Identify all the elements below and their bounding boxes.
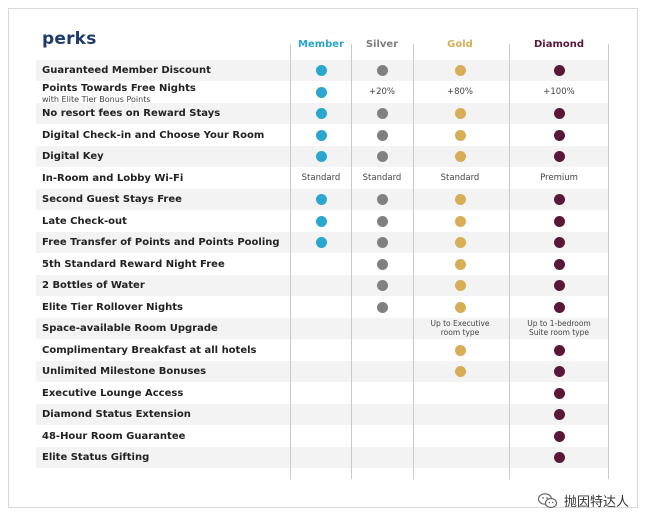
perk-label: 2 Bottles of Water	[42, 280, 145, 291]
check-dot-silver	[376, 215, 388, 227]
check-dot-diamond	[553, 280, 565, 291]
check-dot-diamond	[553, 129, 565, 141]
check-dot-member	[315, 237, 327, 248]
check-dot-gold	[454, 108, 466, 119]
perk-label: Free Transfer of Points and Points Pooli…	[42, 237, 280, 248]
check-dot-diamond	[553, 387, 565, 399]
perk-label: Elite Tier Rollover Nights	[42, 301, 183, 313]
check-dot-diamond	[553, 409, 565, 420]
check-dot-diamond	[553, 151, 565, 162]
check-dot-member	[315, 215, 327, 227]
check-dot-gold	[454, 129, 466, 141]
check-dot-member	[315, 194, 327, 205]
table-row	[36, 318, 608, 339]
check-dot-silver	[376, 108, 388, 119]
perk-sublabel: with Elite Tier Bonus Points	[42, 94, 151, 104]
check-dot-diamond	[553, 215, 565, 227]
watermark: 抛因特达人	[537, 491, 629, 510]
check-dot-silver	[376, 65, 388, 76]
column-divider	[608, 44, 609, 479]
cell-value-gold: +80%	[446, 86, 473, 97]
perk-label: Digital Key	[42, 151, 104, 162]
cell-value-diamond: Premium	[540, 172, 578, 183]
perk-label: Diamond Status Extension	[42, 409, 191, 420]
check-dot-silver	[376, 237, 388, 248]
check-dot-gold	[454, 215, 466, 227]
perk-label: Executive Lounge Access	[42, 387, 184, 399]
check-dot-diamond	[553, 430, 565, 442]
check-dot-member	[315, 108, 327, 119]
check-dot-diamond	[553, 301, 565, 313]
column-divider	[509, 44, 510, 479]
perk-label: Digital Check-in and Choose Your Room	[42, 129, 265, 141]
cell-value-silver: Standard	[362, 172, 402, 183]
check-dot-member	[315, 129, 327, 141]
check-dot-diamond	[553, 194, 565, 205]
check-dot-gold	[454, 151, 466, 162]
perk-label: 48-Hour Room Guarantee	[42, 430, 186, 442]
check-dot-member	[315, 65, 327, 76]
cell-value-member: Standard	[301, 172, 341, 183]
check-dot-member	[315, 86, 327, 98]
table-row	[36, 361, 608, 382]
check-dot-gold	[454, 258, 466, 270]
column-header-member: Member	[297, 39, 345, 50]
column-header-diamond: Diamond	[533, 39, 585, 50]
check-dot-silver	[376, 280, 388, 291]
table-row	[36, 404, 608, 425]
cell-value-gold: Up to Executive room type	[430, 319, 490, 337]
check-dot-gold	[454, 237, 466, 248]
perk-label: Guaranteed Member Discount	[42, 65, 211, 76]
check-dot-member	[315, 151, 327, 162]
watermark-text: 抛因特达人	[563, 495, 629, 510]
check-dot-diamond	[553, 344, 565, 356]
check-dot-gold	[454, 194, 466, 205]
column-divider	[290, 44, 291, 479]
perk-label: Late Check-out	[42, 215, 127, 227]
perk-label: In-Room and Lobby Wi-Fi	[42, 172, 184, 184]
perk-label: Space-available Room Upgrade	[42, 323, 218, 334]
perk-label: Points Towards Free Nights	[42, 82, 196, 94]
cell-value-gold: Standard	[440, 172, 480, 183]
check-dot-silver	[376, 194, 388, 205]
column-divider	[351, 44, 352, 479]
perk-label: Unlimited Milestone Bonuses	[42, 366, 207, 377]
cell-value-diamond: Up to 1-bedroom Suite room type	[527, 319, 591, 337]
cell-value-silver: +20%	[368, 86, 395, 97]
check-dot-diamond	[553, 366, 565, 377]
check-dot-silver	[376, 129, 388, 141]
column-header-silver: Silver	[365, 39, 399, 50]
column-divider	[413, 44, 414, 479]
check-dot-gold	[454, 301, 466, 313]
wechat-icon	[537, 492, 558, 509]
perk-label: Complimentary Breakfast at all hotels	[42, 344, 257, 356]
page-title: perks	[42, 29, 97, 49]
check-dot-gold	[454, 280, 466, 291]
check-dot-diamond	[553, 237, 565, 248]
check-dot-gold	[454, 65, 466, 76]
perk-label: 5th Standard Reward Night Free	[42, 258, 225, 270]
perk-label: No resort fees on Reward Stays	[42, 108, 221, 119]
check-dot-silver	[376, 258, 388, 270]
check-dot-silver	[376, 301, 388, 313]
cell-value-diamond: +100%	[543, 86, 575, 97]
check-dot-gold	[454, 344, 466, 356]
perk-label: Elite Status Gifting	[42, 452, 150, 463]
check-dot-diamond	[553, 258, 565, 270]
column-header-gold: Gold	[447, 39, 473, 50]
perk-label: Second Guest Stays Free	[42, 194, 182, 205]
check-dot-diamond	[553, 108, 565, 119]
check-dot-diamond	[553, 452, 565, 463]
check-dot-silver	[376, 151, 388, 162]
check-dot-diamond	[553, 65, 565, 76]
table-row	[36, 275, 608, 296]
check-dot-gold	[454, 366, 466, 377]
table-row	[36, 447, 608, 468]
